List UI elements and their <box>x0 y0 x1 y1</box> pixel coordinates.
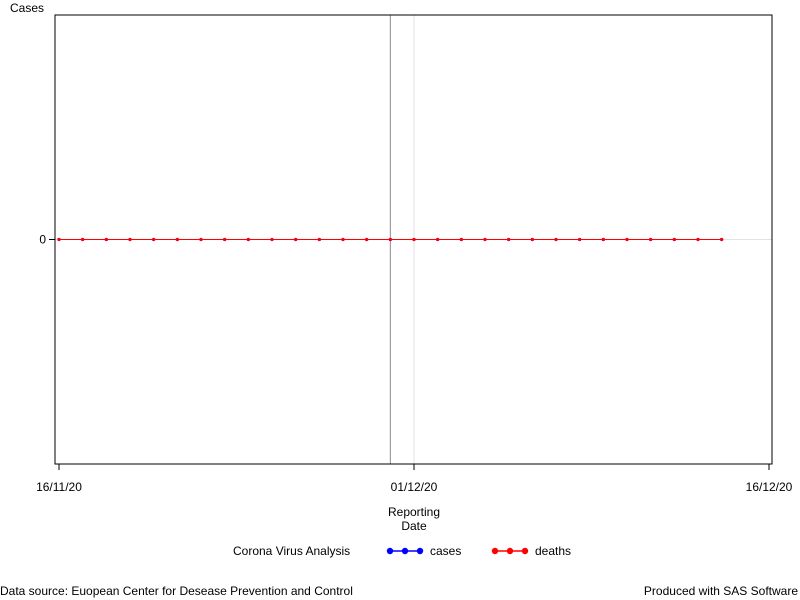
data-point-deaths-27 <box>696 237 700 242</box>
data-point-deaths-25 <box>649 237 653 242</box>
legend: Corona Virus Analysis cases deaths <box>0 544 800 562</box>
data-point-deaths-2 <box>104 237 108 242</box>
data-point-deaths-21 <box>554 237 558 242</box>
legend-swatch-deaths <box>491 547 529 555</box>
x-tick-label-2: 16/12/20 <box>746 480 793 494</box>
y-tick-label-0: 0 <box>39 233 46 247</box>
produced-with-note: Produced with SAS Software <box>643 584 798 598</box>
data-point-deaths-22 <box>578 237 582 242</box>
data-point-deaths-3 <box>128 237 132 242</box>
x-tick-label-1: 01/12/20 <box>391 480 438 494</box>
data-point-deaths-7 <box>223 237 227 242</box>
data-point-deaths-19 <box>507 237 511 242</box>
data-point-deaths-4 <box>152 237 156 242</box>
data-point-deaths-14 <box>388 237 392 242</box>
data-point-deaths-8 <box>246 237 250 242</box>
data-source-note: Data source: Euopean Center for Desease … <box>0 584 353 598</box>
data-point-deaths-12 <box>341 237 345 242</box>
x-axis-label-line-2: Date <box>401 519 427 533</box>
legend-swatch-cases <box>386 547 424 555</box>
legend-item-deaths: deaths <box>491 544 571 558</box>
data-point-deaths-16 <box>436 237 440 242</box>
data-point-deaths-20 <box>530 237 534 242</box>
data-point-deaths-28 <box>720 237 724 242</box>
data-point-deaths-17 <box>459 237 463 242</box>
x-axis-label-line-1: Reporting <box>388 505 440 519</box>
x-tick-label-0: 16/11/20 <box>36 480 82 494</box>
legend-label-cases: cases <box>430 544 462 558</box>
data-point-deaths-23 <box>601 237 605 242</box>
data-point-deaths-26 <box>672 237 676 242</box>
data-point-deaths-0 <box>57 237 61 242</box>
data-point-deaths-6 <box>199 237 203 242</box>
data-point-deaths-24 <box>625 237 629 242</box>
legend-item-cases: cases <box>386 544 461 558</box>
data-point-deaths-13 <box>365 237 369 242</box>
series-layer <box>57 237 724 242</box>
data-point-deaths-15 <box>412 237 416 242</box>
line-chart: Cases 16/11/20 01/12/20 16/12/20 0 Reportin… <box>10 1 793 533</box>
data-point-deaths-10 <box>294 237 298 242</box>
data-point-deaths-9 <box>270 237 274 242</box>
data-point-deaths-18 <box>483 237 487 242</box>
legend-title: Corona Virus Analysis <box>233 544 351 558</box>
ticks-layer: 16/11/20 01/12/20 16/12/20 0 <box>36 233 793 495</box>
y-axis-label: Cases <box>10 1 44 15</box>
legend-label-deaths: deaths <box>535 544 572 558</box>
data-point-deaths-11 <box>317 237 321 242</box>
data-point-deaths-1 <box>81 237 85 242</box>
data-point-deaths-5 <box>175 237 179 242</box>
